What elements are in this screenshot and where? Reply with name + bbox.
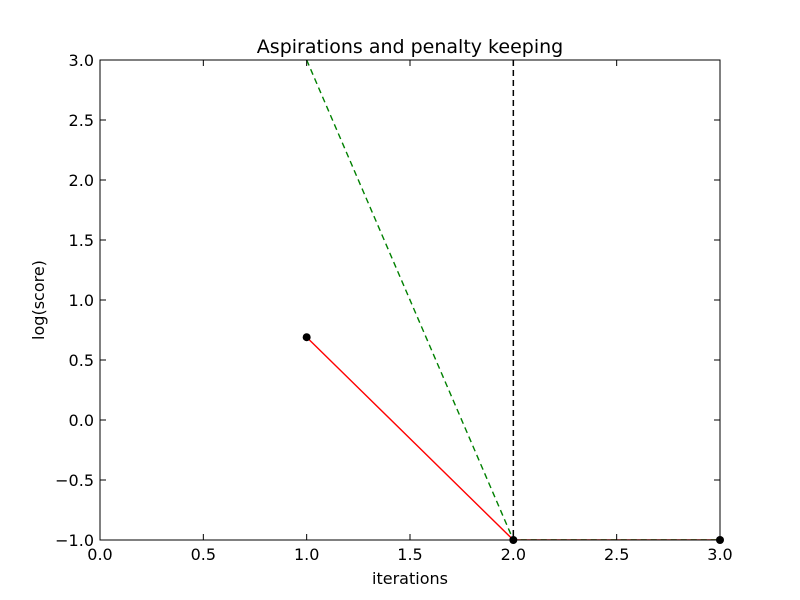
y-tick-label: −0.5 — [55, 471, 94, 490]
y-tick-label: 0.0 — [69, 411, 94, 430]
y-tick-label: 2.5 — [69, 111, 94, 130]
y-axis-label: log(score) — [29, 260, 48, 340]
data-point — [302, 333, 311, 342]
x-tick-label: 0.0 — [87, 545, 112, 564]
series-line-1 — [306, 336, 720, 540]
plot-area: 0.0 0.5 1.0 1.5 2.0 2.5 3.0 −1.0 −0.5 0.0 0.5 1.0 1.… — [55, 51, 733, 564]
axes-frame — [99, 59, 721, 541]
x-tick-label: 0.5 — [191, 545, 216, 564]
y-tick-label: 3.0 — [69, 51, 94, 70]
y-tick-label: 0.5 — [69, 351, 94, 370]
x-tick-label: 2.5 — [604, 545, 629, 564]
x-tick-label: 1.5 — [397, 545, 422, 564]
y-tick-label: 1.0 — [69, 291, 94, 310]
y-tick-label: 2.0 — [69, 171, 94, 190]
x-tick-label: 3.0 — [707, 545, 732, 564]
series-line-2 — [306, 60, 720, 540]
x-tick-label: 2.0 — [501, 545, 526, 564]
y-tick-label: −1.0 — [55, 531, 94, 550]
x-tick-label: 1.0 — [294, 545, 319, 564]
y-tick-label: 1.5 — [69, 231, 94, 250]
x-axis-label: iterations — [372, 569, 448, 588]
chart-title: Aspirations and penalty keeping — [257, 36, 563, 58]
